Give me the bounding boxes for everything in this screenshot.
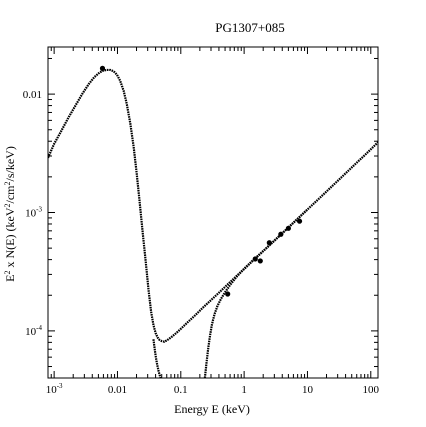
x-axis-label: Energy E (keV) xyxy=(174,402,250,416)
y-axis-label: E2 x N(E) (keV2/cm2/s/keV) xyxy=(3,146,17,282)
chart-title: PG1307+085 xyxy=(215,20,284,35)
x-tick-label: 100 xyxy=(363,384,380,396)
plot-area xyxy=(47,46,379,379)
y-tick-label: 10-4 xyxy=(25,324,42,338)
model-curve-0 xyxy=(48,68,378,343)
data-point xyxy=(278,231,284,237)
data-layer xyxy=(48,65,378,378)
x-tick-label: 0.01 xyxy=(108,384,127,396)
x-axis: 10-3 0.01 0.1 1 10 100 xyxy=(46,47,380,396)
x-tick-label: 0.1 xyxy=(174,384,188,396)
data-point xyxy=(225,291,231,297)
x-tick-label: 1 xyxy=(241,384,247,396)
model-curve-1 xyxy=(152,339,162,378)
data-point xyxy=(257,258,263,264)
data-point xyxy=(296,218,303,224)
x-tick-label: 10 xyxy=(302,384,314,396)
y-tick-label: 10-3 xyxy=(25,206,42,220)
x-tick-label: 10-3 xyxy=(46,382,63,396)
y-tick-label: 0.01 xyxy=(23,89,42,101)
plot-frame xyxy=(47,46,379,379)
data-point xyxy=(252,256,258,262)
model-curve-2 xyxy=(203,208,309,378)
y-axis: 10-4 10-3 0.01 xyxy=(23,57,378,379)
data-point xyxy=(99,65,106,71)
data-point xyxy=(266,240,272,246)
data-point xyxy=(285,225,291,231)
